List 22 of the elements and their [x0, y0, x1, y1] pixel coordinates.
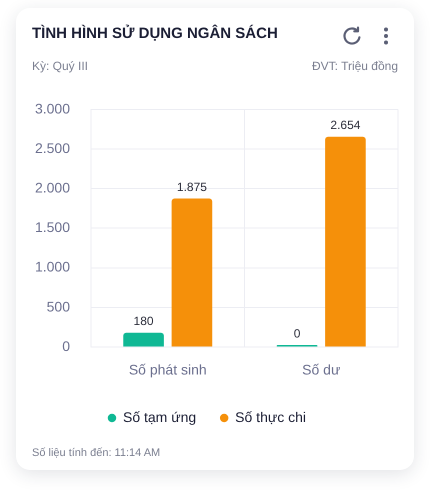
- x-tick-label: Số phát sinh: [128, 361, 207, 378]
- bar: [172, 198, 212, 346]
- text: Số liệu tính đến: 11:14 AM: [32, 447, 160, 460]
- text: ĐVT: Triệu đồng: [312, 59, 398, 73]
- y-tick-label: 0: [62, 338, 70, 354]
- y-tick-label: 2.500: [34, 140, 70, 156]
- data-label: 2.654: [330, 118, 361, 132]
- data-label: 1.875: [176, 180, 208, 194]
- chart-subtitle: Kỳ: Quý III: [32, 59, 88, 73]
- chart-title: TÌNH HÌNH SỬ DỤNG NGÂN SÁCH: [32, 25, 278, 43]
- bar: [325, 136, 366, 346]
- bar: [123, 332, 164, 346]
- y-tick-label: 2.000: [34, 179, 70, 196]
- y-tick-label: 3.000: [34, 100, 70, 116]
- y-tick-label: 1.500: [34, 219, 70, 236]
- y-tick-label: 500: [46, 298, 70, 314]
- legend-label: Số tạm ứng: [122, 408, 196, 425]
- y-tick-label: 1.000: [34, 258, 70, 275]
- legend-label: Số thực chi: [235, 408, 306, 425]
- data-label: 0: [294, 326, 301, 340]
- data-label: 180: [134, 314, 154, 328]
- x-tick-label: Số dư: [302, 361, 340, 378]
